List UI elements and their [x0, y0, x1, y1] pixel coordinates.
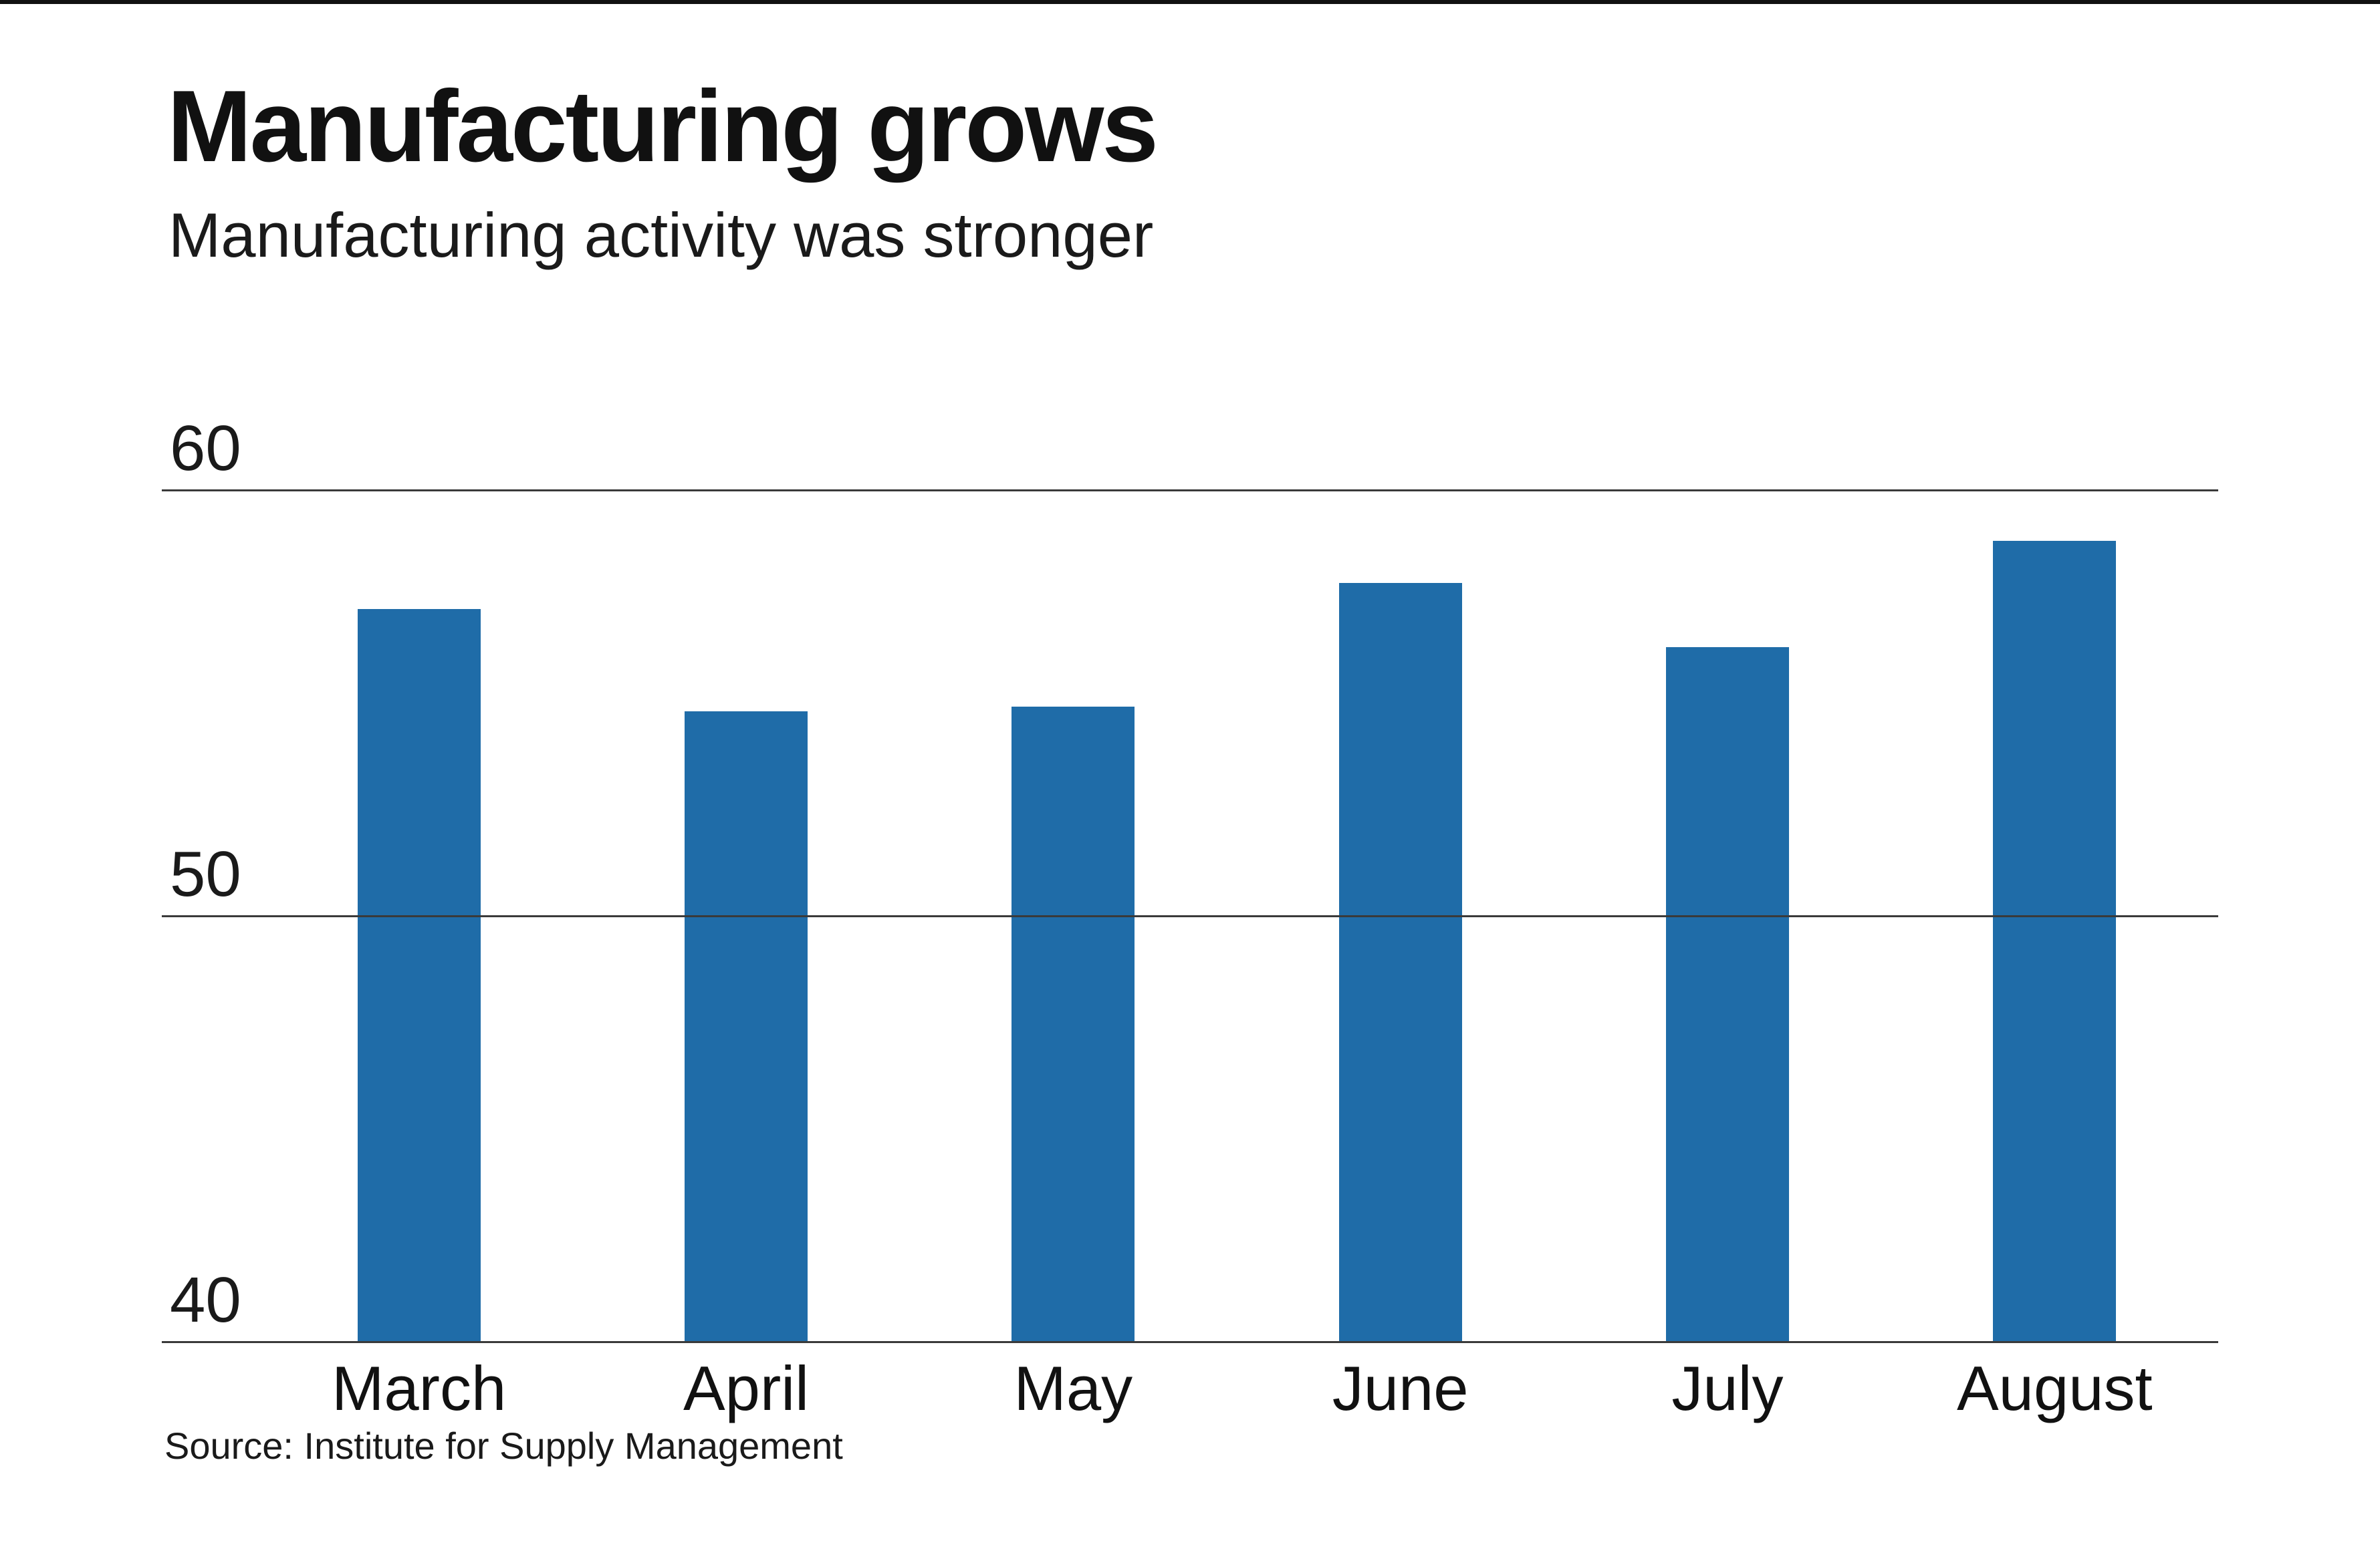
y-tick-label-60: 60 [170, 412, 241, 485]
chart-subtitle: Manufacturing activity was stronger [168, 200, 1154, 270]
chart-title: Manufacturing grows [167, 70, 1159, 183]
bar-slot [1891, 404, 2218, 1341]
bar-slot [255, 404, 582, 1341]
bar-june [1338, 583, 1462, 1341]
gridline-40: 40 [162, 1268, 2218, 1343]
gridline-60: 60 [162, 416, 2218, 492]
y-tick-label-50: 50 [170, 838, 241, 911]
y-tick-label-40: 40 [170, 1264, 241, 1336]
x-axis-label-april: April [683, 1353, 810, 1423]
x-axis-label-may: May [1014, 1353, 1133, 1423]
bar-slot [910, 404, 1237, 1341]
bar-may [1012, 707, 1135, 1341]
x-axis-label-july: July [1671, 1353, 1784, 1423]
bar-april [684, 711, 808, 1341]
plot-area: 40 50 60 [162, 404, 2218, 1343]
bar-slot [1237, 404, 1564, 1341]
bar-july [1665, 647, 1789, 1341]
source-note: Source: Institute for Supply Management [164, 1425, 843, 1467]
x-axis-label-august: August [1956, 1353, 2153, 1423]
bar-march [357, 608, 481, 1341]
x-axis-label-march: March [332, 1353, 507, 1423]
x-axis-labels: March April May June July August [162, 1357, 2218, 1420]
bar-series [162, 404, 2218, 1341]
gridline-50: 50 [162, 842, 2218, 918]
x-axis-label-june: June [1332, 1353, 1469, 1423]
bar-slot [1564, 404, 1891, 1341]
bar-august [1993, 540, 2117, 1341]
bar-slot [582, 404, 909, 1341]
